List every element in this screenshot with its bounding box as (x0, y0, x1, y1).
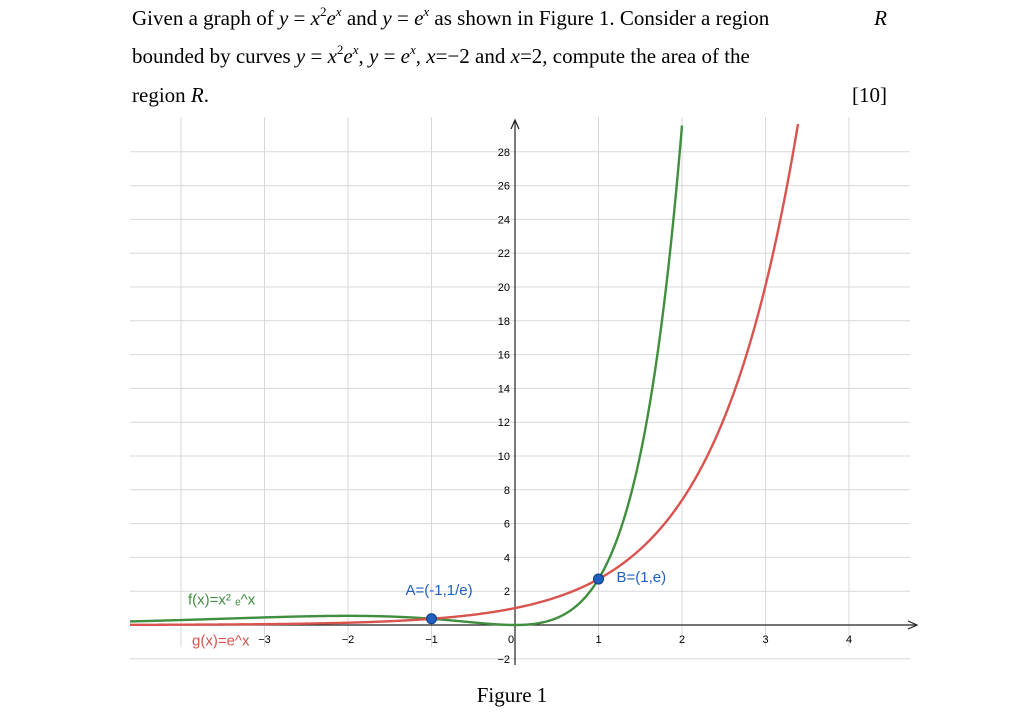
f-label: f(x)=x² ₑ^x (188, 592, 256, 609)
grid (130, 117, 910, 660)
y-axis-arrow (510, 118, 520, 130)
graph-labels: A=(-1,1/e) B=(1,e) f(x)=x² ₑ^x g(x)=e^x (188, 569, 666, 649)
point-a-label: A=(-1,1/e) (406, 582, 473, 599)
y-tick-label: 26 (498, 181, 510, 193)
g-label: g(x)=e^x (192, 632, 250, 649)
x-tick-label: −3 (258, 634, 271, 646)
x-tick-label: 0 (508, 634, 514, 646)
y-tick-label: 14 (498, 383, 510, 395)
y-tick-label: 4 (504, 552, 510, 564)
y-tick-label: 22 (498, 248, 510, 260)
y-tick-label: 10 (498, 451, 510, 463)
axes (130, 118, 919, 665)
y-tick-label: 6 (504, 519, 510, 531)
x-tick-label: 2 (679, 634, 685, 646)
point-b-label: B=(1,e) (617, 569, 667, 586)
point-b (593, 573, 604, 585)
x-axis-arrow (907, 620, 919, 630)
x-tick-label: −2 (342, 634, 355, 646)
y-tick-label: 12 (498, 417, 510, 429)
y-tick-label: 18 (498, 316, 510, 328)
y-tick-label: 16 (498, 350, 510, 362)
question-line-2: bounded by curves y = x2ex, y = ex, x=−2… (132, 42, 750, 68)
y-tick-label: 20 (498, 282, 510, 294)
curve-g (130, 123, 800, 627)
point-a (426, 613, 437, 625)
figure-caption: Figure 1 (476, 683, 548, 707)
x-tick-label: 1 (595, 634, 601, 646)
x-tick-label: 4 (846, 634, 852, 646)
curve-f (130, 125, 684, 627)
x-tick-label: −1 (425, 634, 438, 646)
question-line-3: region R. [10] (132, 83, 887, 107)
curves (130, 123, 800, 627)
x-tick-label: 3 (762, 634, 768, 646)
y-tick-label: 28 (498, 147, 510, 159)
y-tick-label: 2 (504, 586, 510, 598)
y-tick-label: −2 (497, 654, 510, 666)
y-tick-label: 8 (504, 485, 510, 497)
question-line-1: Given a graph of y = x2ex and y = ex as … (132, 4, 887, 30)
points (426, 573, 604, 625)
marks-label: [10] (852, 83, 887, 107)
y-tick-label: 24 (498, 214, 510, 226)
